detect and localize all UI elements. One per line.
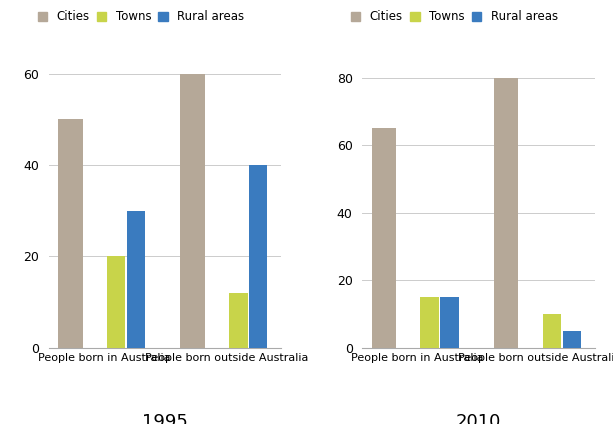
Text: 2010: 2010 [456,413,501,424]
Text: 1995: 1995 [142,413,188,424]
Legend: Cities, Towns, Rural areas: Cities, Towns, Rural areas [350,9,559,25]
Bar [107,257,126,348]
Bar [543,314,561,348]
Bar [371,128,396,348]
Bar [440,297,459,348]
Bar [421,297,439,348]
Bar [58,120,83,348]
Bar [494,78,518,348]
Bar [127,211,145,348]
Legend: Cities, Towns, Rural areas: Cities, Towns, Rural areas [36,9,245,25]
Bar [563,331,581,348]
Bar [180,74,205,348]
Bar [229,293,248,348]
Bar [249,165,267,348]
